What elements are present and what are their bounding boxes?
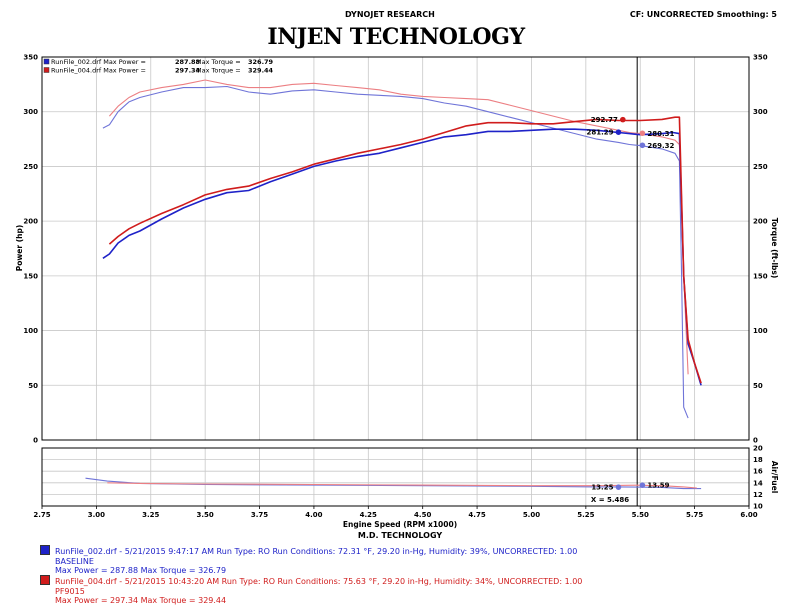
y-left-tick-label: 350 bbox=[23, 54, 38, 62]
run1-label: BASELINE bbox=[55, 556, 94, 566]
y-right-tick-label: 0 bbox=[753, 437, 758, 445]
legend-torque-label: Max Torque = bbox=[196, 58, 241, 66]
footer-title: M.D. TECHNOLOGY bbox=[358, 531, 442, 540]
header-dynojet: DYNOJET RESEARCH bbox=[345, 10, 435, 19]
x-tick-label: 3.25 bbox=[142, 511, 159, 519]
y-left-tick-label: 300 bbox=[23, 108, 38, 116]
annotation-main-marker bbox=[615, 129, 622, 135]
x-tick-label: 4.00 bbox=[305, 511, 322, 519]
x-tick-label: 5.50 bbox=[632, 511, 649, 519]
legend-swatch bbox=[43, 58, 50, 65]
x-tick-label: 4.50 bbox=[414, 511, 431, 519]
run2-summary: RunFile_004.drf - 5/21/2015 10:43:20 AM … bbox=[55, 577, 583, 586]
series-line-af-run004 bbox=[107, 482, 697, 489]
annotation-af-marker bbox=[639, 482, 646, 488]
af-axis-label: Air/Fuel bbox=[770, 461, 779, 494]
y-right-tick-label: 50 bbox=[753, 382, 763, 390]
legend-label: RunFile_004.drf Max Power = bbox=[51, 67, 146, 75]
run-info-1: RunFile_002.drf - 5/21/2015 9:47:17 AM R… bbox=[40, 545, 577, 576]
run1-color-swatch bbox=[40, 545, 50, 555]
af-tick-label: 16 bbox=[753, 468, 763, 476]
run-info-2: RunFile_004.drf - 5/21/2015 10:43:20 AM … bbox=[40, 575, 582, 606]
series-line-torque-run002 bbox=[102, 85, 689, 419]
annotation-main-label: 292.77 bbox=[591, 116, 618, 124]
dyno-chart: 2.75 3.00 3.25 3.50 3.75 4.00 4.25 4.50 4.75 5.00… bbox=[15, 54, 779, 541]
x-tick-label: 5.75 bbox=[686, 511, 703, 519]
run2-color-swatch bbox=[40, 575, 50, 585]
y-left-tick-label: 150 bbox=[23, 272, 38, 280]
y-right-tick-label: 250 bbox=[753, 163, 768, 171]
y-left-tick-label: 250 bbox=[23, 163, 38, 171]
legend-power-value: 297.34 bbox=[175, 67, 201, 75]
annotation-af-label: 13.25 bbox=[591, 484, 613, 492]
y-left-tick-label: 100 bbox=[23, 327, 38, 335]
x-tick-label: 3.50 bbox=[197, 511, 214, 519]
annotation-main-marker bbox=[639, 130, 646, 137]
header-cf-smoothing: CF: UNCORRECTED Smoothing: 5 bbox=[629, 10, 777, 19]
legend-swatch bbox=[43, 67, 50, 73]
x-tick-label: 3.00 bbox=[88, 511, 105, 519]
main-plot-frame bbox=[41, 56, 750, 441]
x-axis-label: Engine Speed (RPM x1000) bbox=[343, 520, 457, 529]
x-tick-label: 2.75 bbox=[33, 511, 50, 519]
x-tick-label: 4.25 bbox=[360, 511, 377, 519]
annotation-af-label: 13.59 bbox=[647, 482, 669, 490]
run1-summary: RunFile_002.drf - 5/21/2015 9:47:17 AM R… bbox=[55, 547, 578, 556]
annotation-af-marker bbox=[615, 484, 622, 490]
run2-max-values: Max Power = 297.34 Max Torque = 329.44 bbox=[55, 596, 227, 605]
af-tick-label: 12 bbox=[753, 491, 763, 499]
annotation-main-marker bbox=[639, 142, 646, 149]
y-right-tick-label: 200 bbox=[753, 218, 768, 226]
annotation-main-label: 269.32 bbox=[647, 142, 674, 150]
legend-torque-value: 329.44 bbox=[248, 67, 274, 75]
annotation-main-marker bbox=[620, 116, 626, 123]
af-tick-label: 10 bbox=[753, 503, 763, 511]
annotation-main-label: 280.31 bbox=[647, 130, 674, 138]
page-title: INJEN TECHNOLOGY bbox=[267, 24, 525, 50]
x-tick-label: 3.75 bbox=[251, 511, 268, 519]
series-line-torque-run004 bbox=[108, 79, 689, 375]
legend-torque-value: 326.79 bbox=[248, 58, 274, 66]
legend-torque-label: Max Torque = bbox=[196, 67, 241, 75]
x-tick-label: 5.25 bbox=[577, 511, 594, 519]
x-tick-label: 4.75 bbox=[468, 511, 485, 519]
x-tick-label: 5.00 bbox=[523, 511, 540, 519]
series-line-power-run002 bbox=[102, 128, 702, 386]
cursor-x-readout: X = 5.486 bbox=[591, 496, 629, 504]
series-line-power-run004 bbox=[108, 116, 702, 384]
y-axis-label-left: Power (hp) bbox=[15, 225, 24, 272]
af-tick-label: 20 bbox=[753, 445, 763, 453]
af-tick-label: 18 bbox=[753, 456, 763, 464]
y-left-tick-label: 0 bbox=[33, 437, 38, 445]
y-right-tick-label: 300 bbox=[753, 108, 768, 116]
af-plot-frame bbox=[41, 447, 750, 507]
x-tick-label: 6.00 bbox=[740, 511, 757, 519]
run1-max-values: Max Power = 287.88 Max Torque = 326.79 bbox=[55, 566, 227, 575]
y-axis-label-right: Torque (ft-lbs) bbox=[770, 218, 779, 279]
legend-label: RunFile_002.drf Max Power = bbox=[51, 58, 146, 66]
annotation-main-label: 281.29 bbox=[586, 129, 613, 137]
y-left-tick-label: 50 bbox=[28, 382, 38, 390]
y-left-tick-label: 200 bbox=[23, 218, 38, 226]
legend-power-value: 287.88 bbox=[175, 58, 201, 66]
run2-label: PF9015 bbox=[55, 586, 85, 596]
af-tick-label: 14 bbox=[753, 479, 763, 487]
y-right-tick-label: 150 bbox=[753, 272, 768, 280]
y-right-tick-label: 100 bbox=[753, 327, 768, 335]
y-right-tick-label: 350 bbox=[753, 54, 768, 62]
